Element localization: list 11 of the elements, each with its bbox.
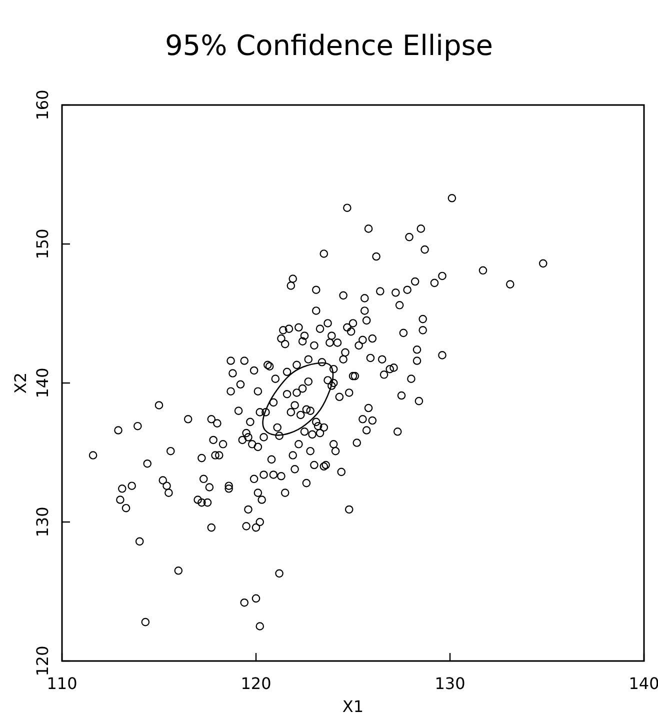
x-tick-label: 140 — [628, 674, 658, 693]
chart-title: 95% Confidence Ellipse — [164, 29, 494, 62]
x-tick-label: 110 — [46, 674, 78, 693]
x-tick-label: 120 — [240, 674, 272, 693]
x-tick-label: 130 — [434, 674, 466, 693]
y-tick-label: 150 — [33, 228, 52, 260]
y-tick-label: 140 — [33, 368, 52, 398]
y-tick-label: 160 — [33, 90, 52, 120]
x-axis-title: X1 — [342, 697, 364, 716]
y-tick-label: 130 — [33, 506, 52, 538]
y-axis-title: X2 — [11, 372, 30, 394]
